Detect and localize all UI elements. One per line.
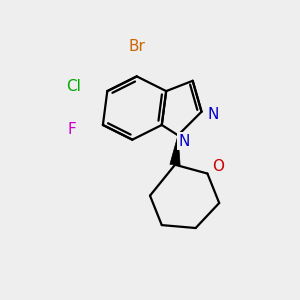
Text: N: N: [178, 134, 190, 149]
Text: Br: Br: [128, 39, 145, 54]
Text: F: F: [68, 122, 76, 137]
Text: N: N: [208, 107, 219, 122]
Text: Cl: Cl: [66, 79, 81, 94]
Text: O: O: [212, 159, 224, 174]
Polygon shape: [170, 135, 180, 165]
